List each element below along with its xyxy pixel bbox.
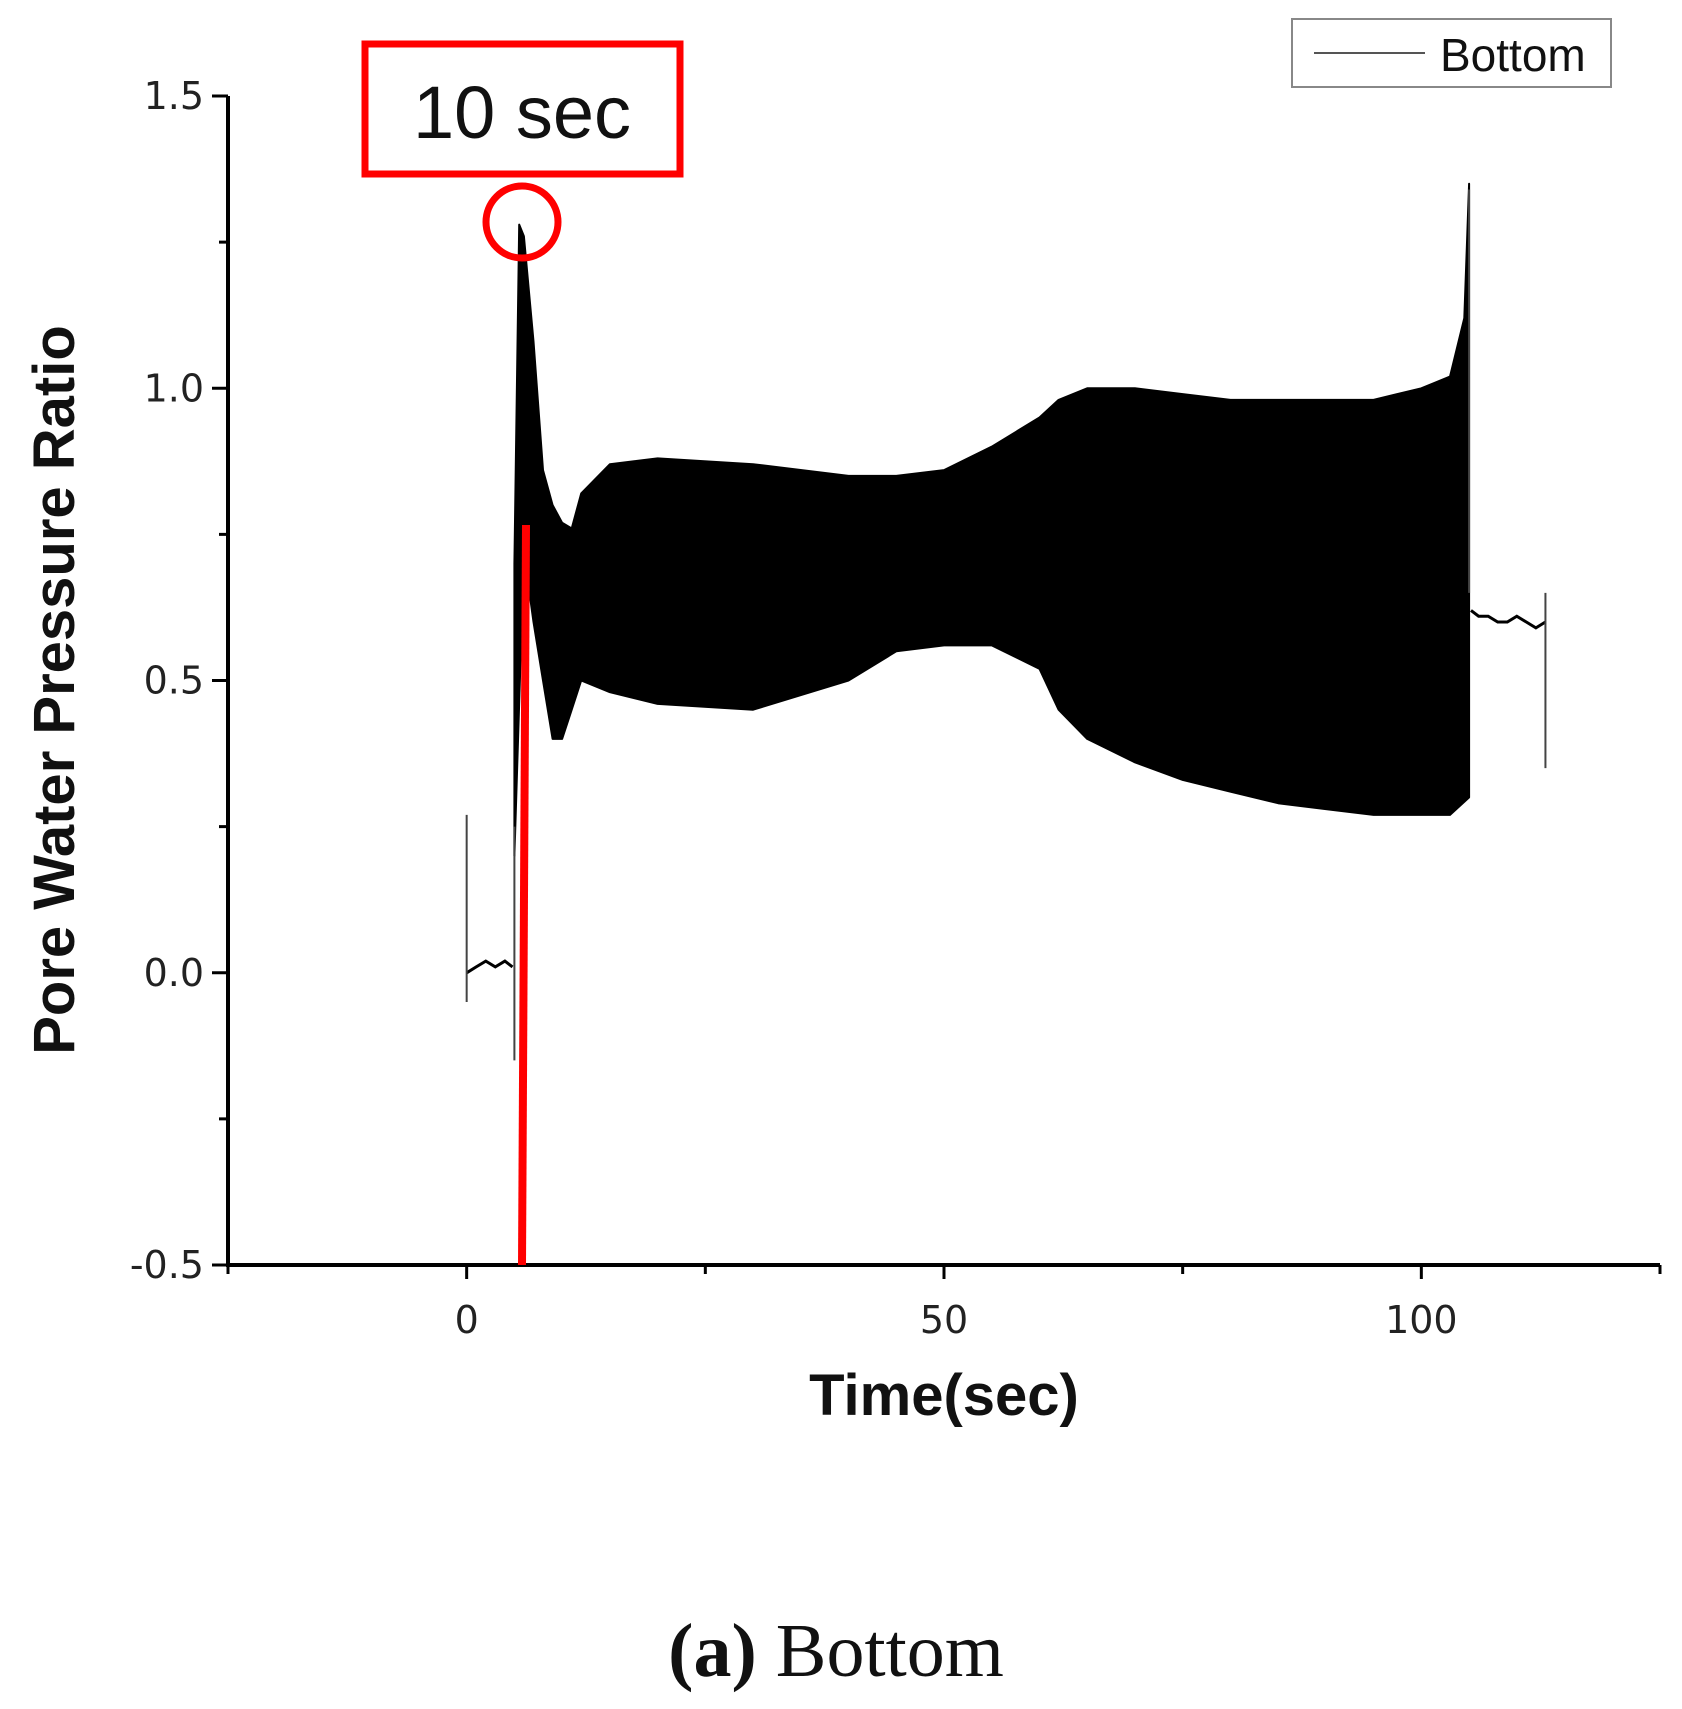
ticks: 0 50 100 -0.5 0.0 0.5 1.0 1.5 — [130, 74, 1662, 1342]
series-bottom-envelope — [513, 182, 1471, 857]
annotation-10-sec: 10 sec — [361, 40, 684, 1266]
x-tick-label: 0 — [455, 1298, 479, 1342]
y-tick-label: 0.5 — [144, 659, 204, 703]
y-tick-label: 0.0 — [144, 951, 204, 995]
series-bottom-tail — [1470, 609, 1547, 630]
figure-caption: (a) Bottom — [668, 1609, 1004, 1693]
data-layer — [465, 182, 1547, 1061]
x-tick-label: 50 — [920, 1298, 968, 1342]
annotation-box — [361, 40, 684, 178]
annotation-vertical-line — [518, 524, 530, 1266]
x-axis-title: Time(sec) — [809, 1363, 1079, 1428]
y-tick-label: -0.5 — [130, 1243, 204, 1287]
y-tick-label: 1.5 — [144, 74, 204, 118]
legend: Bottom — [1291, 18, 1612, 88]
y-axis-title: Pore Water Pressure Ratio — [22, 325, 87, 1055]
annotation-text: 10 sec — [413, 71, 631, 154]
caption-label: (a) — [668, 1609, 757, 1693]
series-bottom-baseline — [465, 959, 514, 975]
annotation-peak-circle — [482, 182, 562, 262]
legend-entry-bottom: Bottom — [1440, 29, 1586, 81]
y-tick-label: 1.0 — [144, 366, 204, 410]
x-tick-label: 100 — [1385, 1298, 1458, 1342]
caption-text: Bottom — [757, 1609, 1004, 1693]
